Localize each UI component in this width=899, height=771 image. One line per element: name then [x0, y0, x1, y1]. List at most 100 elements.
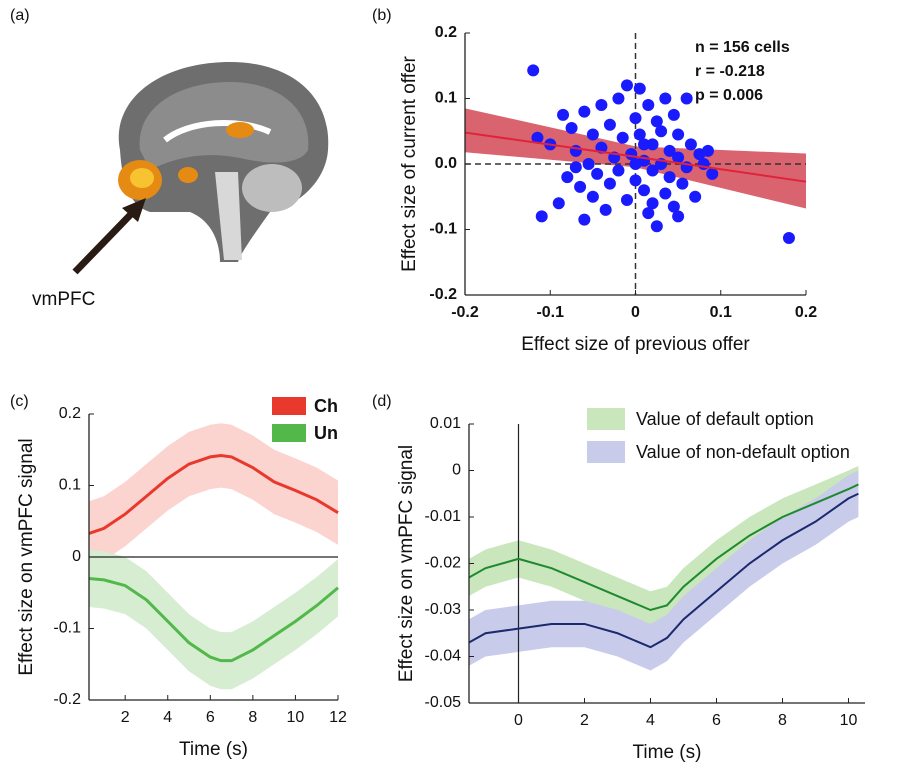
- legend-label: Ch: [314, 396, 338, 416]
- legend-swatch: [272, 397, 306, 415]
- y-tick-label: -0.01: [425, 508, 462, 525]
- point: [659, 93, 671, 105]
- point: [595, 99, 607, 111]
- legend-label: Un: [314, 423, 338, 443]
- y-tick-label: 0: [72, 548, 81, 565]
- x-tick-label: 0: [631, 304, 640, 321]
- panel-label: (a): [10, 7, 30, 24]
- x-tick-label: 0: [514, 712, 523, 729]
- brain-annotation: vmPFC: [32, 289, 95, 310]
- point: [553, 197, 565, 209]
- point: [570, 145, 582, 157]
- y-tick-label: 0.01: [430, 415, 461, 432]
- y-tick-label: -0.05: [425, 694, 462, 711]
- panel-label: (c): [10, 393, 29, 410]
- point: [583, 158, 595, 170]
- legend-label: Value of default option: [636, 409, 814, 429]
- y-tick-label: 0: [452, 462, 461, 479]
- x-tick-label: 10: [840, 712, 858, 729]
- point: [634, 83, 646, 95]
- point: [676, 178, 688, 190]
- error-band: [89, 550, 338, 689]
- point: [587, 191, 599, 203]
- legend-swatch: [587, 408, 625, 430]
- point: [621, 194, 633, 206]
- y-tick-label: -0.2: [429, 286, 457, 303]
- point: [664, 171, 676, 183]
- x-tick-label: 4: [646, 712, 655, 729]
- x-tick-label: 12: [329, 709, 347, 726]
- point: [655, 125, 667, 137]
- figure: (a) vmPFC (b)n = 156 cellsr = -0.218p = …: [0, 0, 899, 771]
- panel-label: (d): [372, 393, 392, 410]
- x-tick-label: 2: [580, 712, 589, 729]
- point: [527, 64, 539, 76]
- point: [630, 174, 642, 186]
- point: [689, 191, 701, 203]
- legend-label: Value of non-default option: [636, 442, 850, 462]
- error-band: [89, 423, 338, 565]
- y-tick-label: -0.1: [53, 620, 81, 637]
- point: [651, 220, 663, 232]
- x-tick-label: 6: [712, 712, 721, 729]
- point: [783, 232, 795, 244]
- point: [621, 79, 633, 91]
- x-tick-label: 6: [206, 709, 215, 726]
- y-tick-label: -0.04: [425, 648, 462, 665]
- point: [566, 122, 578, 134]
- y-axis-label: Effect size of current offer: [399, 55, 420, 271]
- point: [604, 119, 616, 131]
- y-axis-label: Effect size on vmPFC signal: [396, 445, 417, 682]
- x-tick-label: 8: [778, 712, 787, 729]
- point: [612, 165, 624, 177]
- x-tick-label: 0.2: [795, 304, 817, 321]
- panel-label: (b): [372, 7, 392, 24]
- x-tick-label: -0.2: [451, 304, 479, 321]
- point: [706, 168, 718, 180]
- point: [672, 129, 684, 141]
- point: [630, 158, 642, 170]
- y-tick-label: -0.02: [425, 555, 462, 572]
- point: [600, 204, 612, 216]
- point: [561, 171, 573, 183]
- point: [557, 109, 569, 121]
- point: [638, 184, 650, 196]
- y-tick-label: 0.2: [59, 405, 81, 422]
- y-axis-label: Effect size on vmPFC signal: [16, 438, 37, 675]
- point: [578, 106, 590, 118]
- annotation: r = -0.218: [695, 63, 765, 80]
- y-tick-label: -0.1: [429, 221, 457, 238]
- point: [536, 210, 548, 222]
- y-tick-label: 0.2: [435, 24, 457, 41]
- point: [612, 93, 624, 105]
- y-tick-label: 0.1: [59, 477, 81, 494]
- y-tick-label: 0.0: [435, 155, 457, 172]
- x-tick-label: 2: [121, 709, 130, 726]
- point: [617, 132, 629, 144]
- y-tick-label: -0.03: [425, 601, 462, 618]
- point: [638, 138, 650, 150]
- x-axis-label: Time (s): [179, 739, 248, 760]
- x-tick-label: 10: [287, 709, 305, 726]
- point: [647, 197, 659, 209]
- point: [681, 93, 693, 105]
- point: [642, 99, 654, 111]
- point: [591, 168, 603, 180]
- legend-swatch: [272, 424, 306, 442]
- legend-swatch: [587, 441, 625, 463]
- point: [668, 109, 680, 121]
- point: [574, 181, 586, 193]
- x-tick-label: -0.1: [536, 304, 564, 321]
- x-axis-label: Time (s): [633, 742, 702, 763]
- point: [578, 214, 590, 226]
- brain-image: [75, 62, 328, 272]
- point: [702, 145, 714, 157]
- y-tick-label: 0.1: [435, 90, 457, 107]
- x-tick-label: 0.1: [710, 304, 732, 321]
- point: [630, 112, 642, 124]
- x-tick-label: 4: [163, 709, 172, 726]
- x-axis-label: Effect size of previous offer: [521, 334, 750, 355]
- annotation: n = 156 cells: [695, 39, 790, 56]
- point: [672, 210, 684, 222]
- x-tick-label: 8: [248, 709, 257, 726]
